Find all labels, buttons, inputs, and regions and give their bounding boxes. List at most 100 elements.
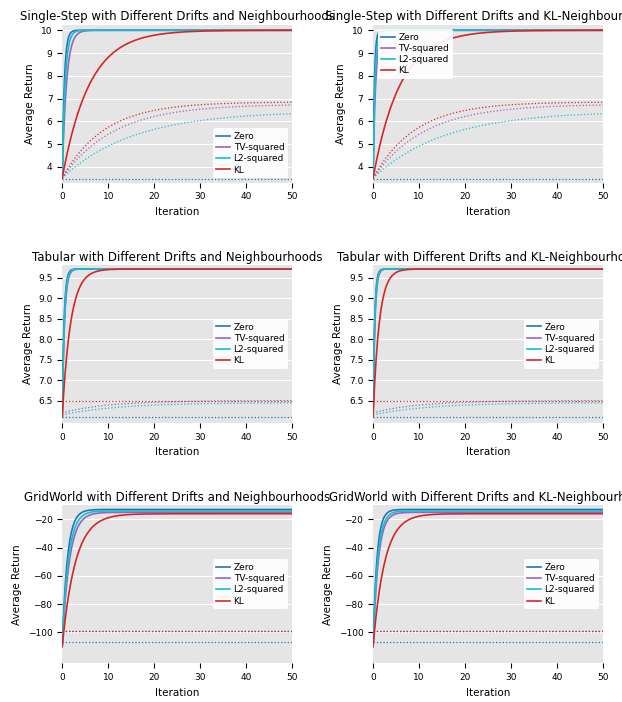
Zero: [253, 26, 261, 34]
KL: [253, 510, 260, 518]
TV-squared: [435, 265, 443, 273]
L2-squared: [579, 26, 587, 34]
X-axis label: Iteration: Iteration: [155, 207, 200, 217]
Zero: [200, 26, 208, 34]
L2-squared: [600, 507, 607, 515]
L2-squared: [564, 265, 572, 273]
L2-squared: [550, 507, 558, 515]
Zero: [579, 265, 587, 273]
TV-squared: [59, 628, 67, 637]
Zero: [564, 26, 572, 34]
TV-squared: [510, 508, 518, 517]
KL: [253, 26, 260, 34]
L2-squared: [370, 357, 378, 366]
Zero: [369, 413, 377, 421]
Zero: [124, 265, 132, 273]
Title: Single-Step with Different Drifts and KL-Neighbourhood: Single-Step with Different Drifts and KL…: [325, 11, 622, 23]
Zero: [520, 505, 527, 514]
L2-squared: [197, 26, 204, 34]
KL: [506, 510, 513, 518]
Y-axis label: Average Return: Average Return: [323, 544, 333, 625]
Zero: [200, 505, 207, 514]
Zero: [253, 265, 261, 273]
KL: [369, 174, 377, 183]
KL: [195, 510, 203, 518]
L2-squared: [370, 124, 378, 132]
L2-squared: [200, 507, 207, 515]
X-axis label: Iteration: Iteration: [155, 688, 200, 698]
TV-squared: [58, 413, 66, 421]
Zero: [506, 505, 513, 514]
KL: [506, 510, 514, 518]
KL: [600, 26, 607, 34]
Zero: [579, 505, 587, 514]
Zero: [600, 26, 607, 34]
Y-axis label: Average Return: Average Return: [22, 304, 32, 384]
L2-squared: [267, 507, 275, 515]
Zero: [195, 505, 203, 514]
TV-squared: [564, 26, 572, 34]
TV-squared: [370, 623, 378, 632]
KL: [564, 510, 571, 518]
L2-squared: [369, 642, 377, 651]
Zero: [289, 265, 296, 273]
Zero: [197, 265, 204, 273]
KL: [510, 510, 518, 518]
TV-squared: [253, 508, 260, 517]
TV-squared: [506, 26, 514, 34]
L2-squared: [58, 174, 66, 183]
Zero: [600, 505, 607, 514]
Zero: [268, 265, 276, 273]
Title: GridWorld with Different Drifts and Neighbourhoods: GridWorld with Different Drifts and Neig…: [24, 491, 330, 504]
TV-squared: [506, 508, 514, 517]
L2-squared: [195, 507, 202, 515]
Line: L2-squared: L2-squared: [373, 511, 603, 647]
Zero: [58, 174, 66, 183]
Line: TV-squared: TV-squared: [373, 269, 603, 417]
KL: [195, 27, 203, 35]
X-axis label: Iteration: Iteration: [155, 447, 200, 457]
KL: [600, 510, 607, 518]
Line: KL: KL: [373, 269, 603, 417]
L2-squared: [437, 26, 445, 34]
Zero: [418, 26, 425, 34]
KL: [59, 170, 67, 178]
TV-squared: [200, 26, 207, 34]
X-axis label: Iteration: Iteration: [466, 207, 511, 217]
KL: [195, 27, 202, 35]
Zero: [59, 362, 67, 371]
TV-squared: [59, 371, 67, 379]
TV-squared: [253, 26, 261, 34]
TV-squared: [506, 265, 514, 273]
Line: Zero: Zero: [62, 30, 292, 178]
TV-squared: [507, 265, 514, 273]
Zero: [136, 26, 143, 34]
KL: [195, 265, 203, 273]
KL: [58, 413, 66, 421]
TV-squared: [289, 265, 296, 273]
KL: [564, 26, 571, 34]
KL: [200, 265, 207, 273]
Zero: [600, 265, 607, 273]
Line: KL: KL: [62, 514, 292, 647]
L2-squared: [506, 507, 514, 515]
Line: L2-squared: L2-squared: [62, 269, 292, 417]
X-axis label: Iteration: Iteration: [466, 447, 511, 457]
L2-squared: [507, 26, 514, 34]
KL: [370, 634, 378, 642]
TV-squared: [142, 265, 149, 273]
KL: [195, 265, 202, 273]
L2-squared: [164, 26, 172, 34]
TV-squared: [195, 26, 202, 34]
Zero: [506, 505, 514, 514]
TV-squared: [579, 26, 587, 34]
L2-squared: [197, 265, 204, 273]
KL: [600, 265, 607, 273]
Zero: [289, 505, 296, 514]
Zero: [195, 265, 203, 273]
Y-axis label: Average Return: Average Return: [12, 544, 22, 625]
Zero: [506, 26, 514, 34]
L2-squared: [506, 507, 513, 515]
KL: [267, 510, 275, 518]
Line: TV-squared: TV-squared: [373, 512, 603, 647]
